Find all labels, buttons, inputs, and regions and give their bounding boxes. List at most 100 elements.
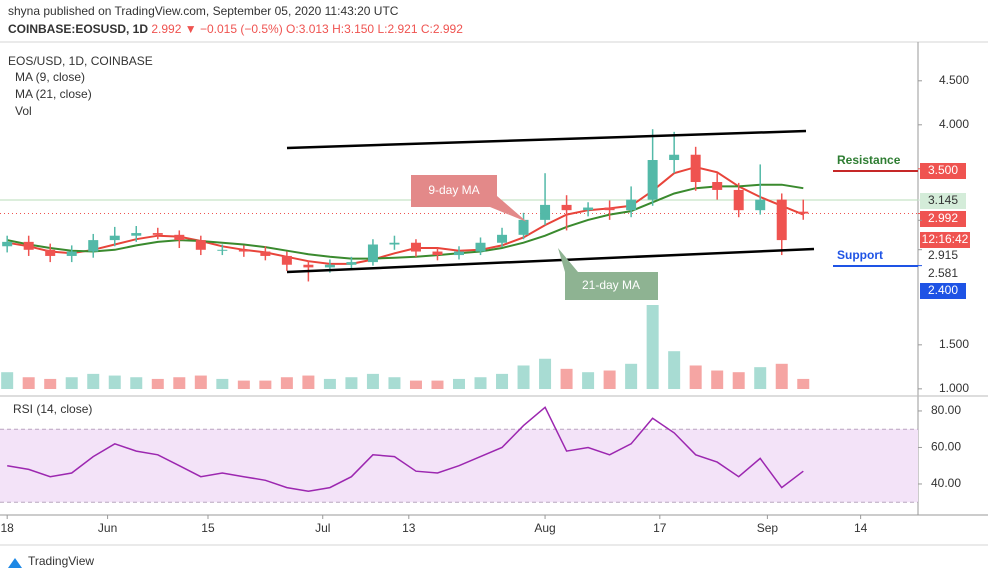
y-tick-label: 4.500 xyxy=(939,73,969,87)
volume-bar xyxy=(689,365,702,389)
x-tick-label: 14 xyxy=(854,521,868,535)
candle-body xyxy=(733,189,744,211)
volume-bar xyxy=(173,377,186,389)
ohlc-close: C:2.992 xyxy=(421,22,463,36)
price-label-bg xyxy=(920,211,966,227)
volume-bar xyxy=(22,377,35,389)
countdown: 12:16:42 xyxy=(922,232,969,246)
candle-body xyxy=(88,240,99,252)
price-label: 2.581 xyxy=(928,266,958,280)
volume-bar xyxy=(65,377,78,389)
candle-body xyxy=(669,154,680,161)
price-label: 3.145 xyxy=(928,193,958,207)
volume-bar xyxy=(366,373,379,389)
volume-bar xyxy=(130,377,143,389)
ma9-callout-text: 9-day MA xyxy=(428,183,479,197)
change: ▼ −0.015 (−0.5%) xyxy=(185,22,283,36)
volume-bar xyxy=(775,363,788,389)
ma21-callout xyxy=(558,248,658,300)
candle-body xyxy=(195,240,206,250)
symbol-line: COINBASE:EOSUSD, 1D 2.992 ▼ −0.015 (−0.5… xyxy=(8,22,463,36)
rsi-line xyxy=(7,406,804,493)
candle-body xyxy=(583,207,594,211)
candle-body xyxy=(712,182,723,190)
price-label: 3.500 xyxy=(928,163,958,177)
candle-body xyxy=(2,241,13,247)
x-tick-label: Sep xyxy=(757,521,779,535)
legend-ma9: MA (9, close) xyxy=(15,70,85,84)
candle-body xyxy=(303,264,314,268)
candle-body xyxy=(798,211,809,214)
volume-bar xyxy=(323,378,336,389)
volume-bar xyxy=(108,375,121,389)
legend-ma21: MA (21, close) xyxy=(15,87,92,101)
price-label: 2.992 xyxy=(928,211,958,225)
volume-bar xyxy=(151,378,164,389)
volume-bar xyxy=(44,378,57,389)
price-label: 2.400 xyxy=(928,283,958,297)
volume-bar xyxy=(754,367,767,389)
y-tick-label: 4.000 xyxy=(939,117,969,131)
volume-bar xyxy=(302,375,315,389)
candle-body xyxy=(45,249,56,256)
volume-bar xyxy=(732,372,745,389)
volume-bar xyxy=(87,373,100,389)
y-tick-label: 1.000 xyxy=(939,381,969,395)
volume-bar xyxy=(603,370,616,389)
ma-line xyxy=(7,166,804,265)
candle-body xyxy=(131,233,142,236)
volume-bar xyxy=(560,368,573,389)
rsi-tick-label: 40.00 xyxy=(931,476,961,490)
price-label-bg xyxy=(920,163,966,179)
legend-volume: Vol xyxy=(15,104,32,118)
candle-body xyxy=(604,207,615,211)
footer-logo: TradingView xyxy=(8,554,94,568)
candle-body xyxy=(324,264,335,268)
x-tick-label: Jun xyxy=(98,521,117,535)
volume-bar xyxy=(582,372,595,389)
price-label-bg xyxy=(920,283,966,299)
candle-body xyxy=(174,234,185,241)
countdown-bg xyxy=(920,232,970,248)
ohlc-low: L:2.921 xyxy=(377,22,417,36)
volume-bar xyxy=(797,378,810,389)
volume-bar xyxy=(194,375,207,389)
candle-body xyxy=(152,233,163,235)
price-label: 2.915 xyxy=(928,248,958,262)
rsi-legend: RSI (14, close) xyxy=(13,402,92,416)
candle-body xyxy=(540,204,551,220)
last-price: 2.992 xyxy=(151,22,181,36)
x-tick-label: Aug xyxy=(534,521,555,535)
candle-body xyxy=(497,234,508,243)
resistance-label: Resistance xyxy=(837,153,901,167)
candle-body xyxy=(66,251,77,256)
candle-body xyxy=(260,251,271,256)
volume-bar xyxy=(453,378,465,389)
ohlc-high: H:3.150 xyxy=(332,22,374,36)
x-tick-label: 17 xyxy=(653,521,667,535)
candle-body xyxy=(389,242,400,245)
upper-trendline xyxy=(286,129,807,150)
volume-bar xyxy=(409,380,422,389)
candle-body xyxy=(238,249,249,252)
rsi-tick-label: 80.00 xyxy=(931,403,961,417)
ma21-callout-text: 21-day MA xyxy=(582,278,640,292)
candle-body xyxy=(690,154,701,183)
candle-body xyxy=(755,199,766,211)
publisher: shyna published on TradingView.com, Sept… xyxy=(8,4,399,18)
volume-bar xyxy=(259,380,272,389)
ma-line xyxy=(6,183,804,260)
volume-bar xyxy=(625,363,638,389)
volume-bar xyxy=(431,380,444,389)
x-tick-label: 13 xyxy=(402,521,416,535)
volume-bar xyxy=(345,377,358,389)
volume-bar xyxy=(711,370,724,389)
logo-icon xyxy=(8,558,22,568)
volume-bar xyxy=(216,378,229,389)
candle-body xyxy=(561,204,572,211)
candle-body xyxy=(518,219,529,235)
candle-body xyxy=(432,251,443,256)
volume-bar xyxy=(1,372,14,389)
rsi-tick-label: 60.00 xyxy=(931,440,961,454)
